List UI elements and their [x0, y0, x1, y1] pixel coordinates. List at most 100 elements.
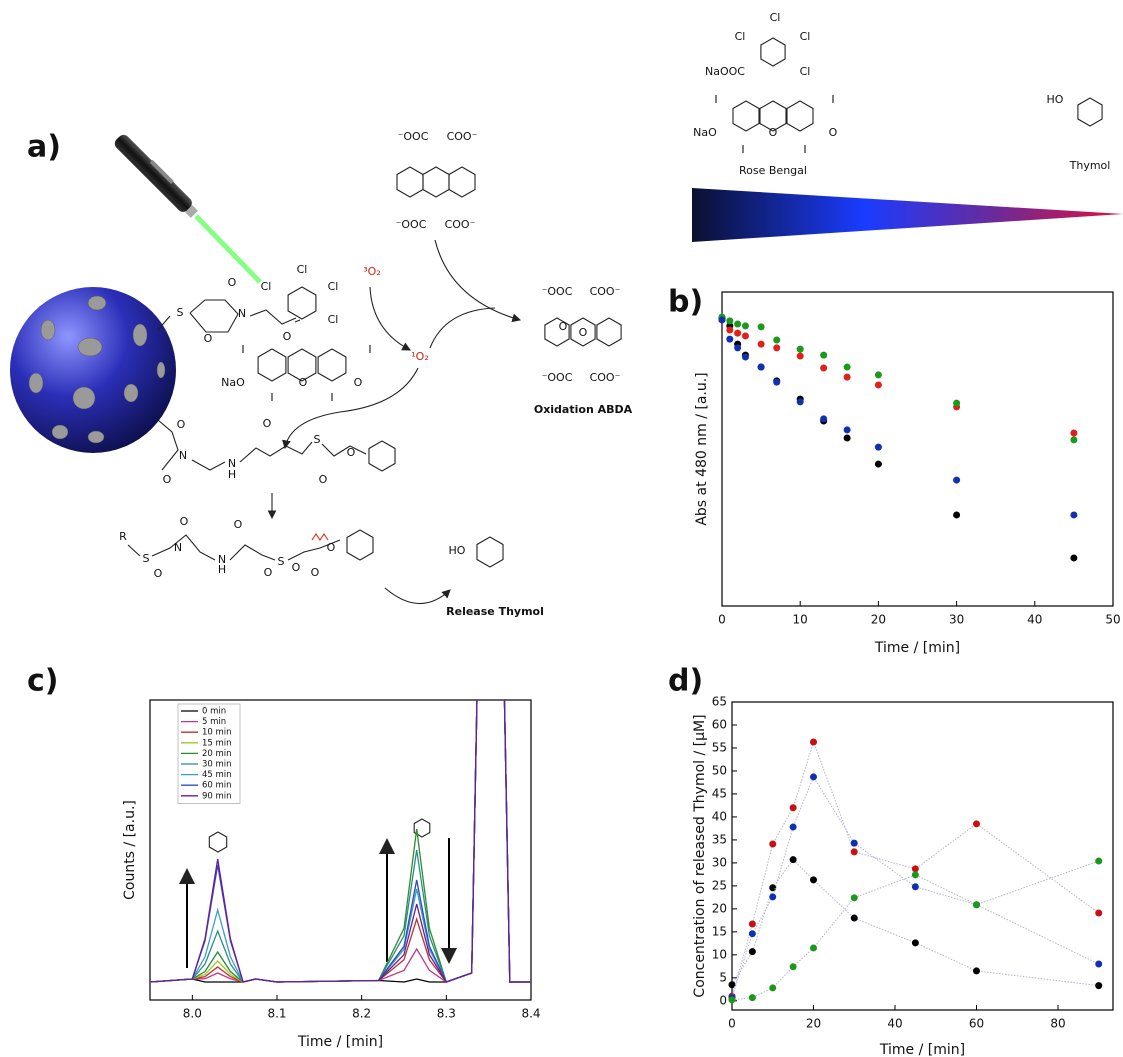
point — [874, 381, 882, 389]
y-tick-label: 5 — [719, 970, 727, 984]
panel-label: d) — [668, 664, 703, 699]
legend-label: 30 min — [202, 760, 232, 770]
scheme-label: Rose Bengal — [739, 164, 807, 177]
x-tick-label: 80 — [1050, 1017, 1065, 1031]
scheme-label: O — [299, 376, 308, 389]
y-tick-label: 45 — [712, 786, 727, 800]
point — [850, 894, 858, 902]
point — [843, 426, 851, 434]
y-tick-label: 60 — [712, 717, 727, 731]
ring — [544, 317, 570, 347]
legend-label: 5 min — [202, 717, 226, 727]
point — [1070, 511, 1078, 519]
scheme-label: COO⁻ — [590, 285, 621, 298]
point — [874, 460, 882, 468]
plot-frame — [731, 701, 1114, 1011]
scheme-label: I — [803, 143, 806, 156]
ring — [448, 166, 476, 198]
x-tick-label: 20 — [871, 613, 886, 627]
scheme-label: Cl — [800, 30, 811, 43]
series-line — [150, 700, 531, 983]
point — [757, 340, 765, 348]
y-tick-label: 65 — [712, 695, 727, 709]
legend-label: 45 min — [202, 770, 232, 780]
y-axis-label: Concentration of released Thymol / [µM] — [692, 714, 708, 997]
scheme-label: Oxidation ABDA — [534, 403, 633, 416]
plot-area — [718, 313, 1078, 562]
point — [809, 944, 817, 952]
point — [972, 820, 980, 828]
series-line — [150, 700, 531, 983]
panel-label: b) — [668, 285, 703, 320]
point — [850, 914, 858, 922]
point — [953, 476, 961, 484]
scheme-label: N — [218, 553, 226, 566]
point — [1070, 554, 1078, 562]
scheme-label: O — [283, 330, 292, 343]
point — [789, 856, 797, 864]
ring — [368, 440, 396, 472]
ring — [208, 831, 228, 853]
point — [820, 415, 828, 423]
scheme-label: N — [238, 307, 246, 320]
scheme-label: O — [177, 418, 186, 431]
scheme-label: O — [579, 326, 588, 339]
legend-label: 20 min — [202, 749, 232, 759]
scheme-label: S — [177, 306, 184, 319]
point — [773, 344, 781, 352]
scheme-label: Thymol — [1069, 159, 1111, 172]
point — [820, 364, 828, 372]
ring — [422, 166, 450, 198]
scheme-label: COO⁻ — [590, 371, 621, 384]
ring — [596, 317, 622, 347]
point — [809, 876, 817, 884]
scheme-label: Cl — [297, 263, 308, 276]
scheme-label: O — [204, 332, 213, 345]
ring — [257, 348, 287, 382]
scheme-label: I — [714, 93, 717, 106]
scheme-label: O — [354, 376, 363, 389]
scheme-label: Release Thymol — [446, 605, 544, 618]
point — [728, 996, 736, 1004]
point — [796, 352, 804, 360]
point — [741, 353, 749, 361]
scheme-label: O — [263, 417, 272, 430]
point — [911, 883, 919, 891]
point — [769, 884, 777, 892]
scheme-label: I — [330, 391, 333, 404]
legend-label: 60 min — [202, 781, 232, 791]
x-tick-label: 40 — [1027, 613, 1042, 627]
scheme-label: ⁻OOC — [398, 130, 429, 143]
scheme-label: NaOOC — [705, 65, 745, 78]
legend-label: 10 min — [202, 728, 232, 738]
scheme-label: O — [347, 446, 356, 459]
y-tick-label: 20 — [712, 901, 727, 915]
point — [773, 336, 781, 344]
x-tick-label: 8.1 — [267, 1007, 286, 1021]
scheme-label: ⁻OOC — [396, 218, 427, 231]
ring — [317, 348, 347, 382]
scheme-label: Cl — [770, 11, 781, 24]
point — [1095, 982, 1103, 990]
y-tick-label: 50 — [712, 763, 727, 777]
ring — [759, 100, 787, 132]
point — [718, 316, 726, 324]
point — [726, 317, 734, 325]
scheme-label: O — [228, 276, 237, 289]
scheme-label: NaO — [693, 126, 717, 139]
series-line — [150, 700, 531, 983]
y-axis-label: Counts / [a.u.] — [122, 800, 138, 900]
scheme-label: HO — [449, 544, 466, 557]
scheme-label: COO⁻ — [445, 218, 476, 231]
point — [789, 804, 797, 812]
scheme-label: I — [741, 143, 744, 156]
plot-area — [150, 700, 531, 983]
y-tick-label: 15 — [712, 924, 727, 938]
scheme-label: Cl — [328, 313, 339, 326]
ring — [786, 100, 814, 132]
scheme-label: NaO — [221, 376, 245, 389]
panel-label: c) — [27, 664, 59, 699]
ring — [287, 348, 317, 382]
point — [748, 994, 756, 1002]
legend-label: 15 min — [202, 738, 232, 748]
